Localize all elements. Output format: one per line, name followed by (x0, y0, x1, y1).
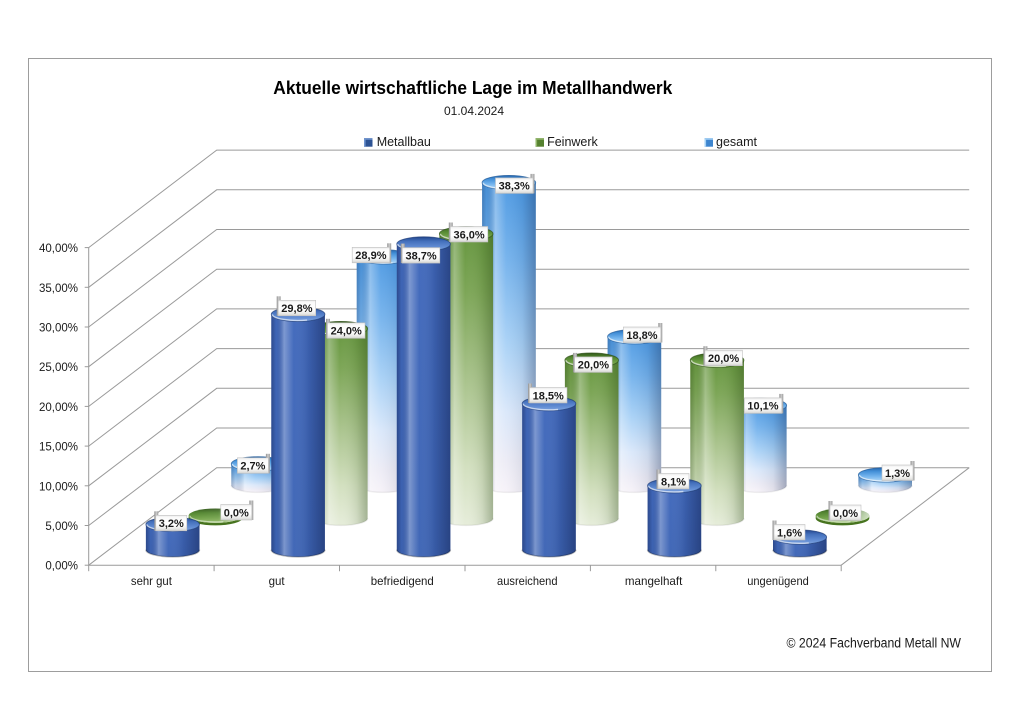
svg-text:1,6%: 1,6% (777, 527, 802, 539)
svg-text:36,0%: 36,0% (453, 229, 484, 241)
svg-text:mangelhaft: mangelhaft (625, 574, 683, 588)
svg-text:01.04.2024: 01.04.2024 (444, 104, 504, 118)
svg-text:28,9%: 28,9% (355, 250, 386, 262)
svg-text:40,00%: 40,00% (39, 243, 78, 255)
svg-text:38,3%: 38,3% (499, 181, 530, 193)
svg-text:gesamt: gesamt (716, 135, 758, 149)
svg-text:18,8%: 18,8% (626, 330, 657, 342)
svg-text:1,3%: 1,3% (885, 468, 910, 480)
svg-text:30,00%: 30,00% (39, 323, 78, 335)
svg-text:20,0%: 20,0% (708, 353, 739, 365)
svg-text:Feinwerk: Feinwerk (547, 135, 598, 149)
svg-text:10,1%: 10,1% (747, 401, 778, 413)
svg-text:0,0%: 0,0% (833, 508, 858, 520)
svg-text:0,0%: 0,0% (224, 507, 249, 519)
svg-text:10,00%: 10,00% (39, 481, 78, 493)
svg-text:5,00%: 5,00% (45, 521, 78, 533)
svg-text:gut: gut (269, 574, 286, 588)
svg-text:20,00%: 20,00% (39, 402, 78, 414)
svg-text:18,5%: 18,5% (533, 390, 564, 402)
svg-text:20,0%: 20,0% (578, 360, 609, 372)
svg-text:ungenügend: ungenügend (747, 574, 809, 588)
svg-text:2,7%: 2,7% (240, 461, 265, 473)
svg-text:© 2024 Fachverband Metall NW: © 2024 Fachverband Metall NW (787, 636, 962, 651)
svg-text:sehr gut: sehr gut (131, 574, 173, 588)
svg-text:24,0%: 24,0% (331, 326, 362, 338)
svg-text:Aktuelle wirtschaftliche Lage: Aktuelle wirtschaftliche Lage im Metallh… (273, 78, 673, 98)
svg-text:25,00%: 25,00% (39, 362, 78, 374)
svg-text:15,00%: 15,00% (39, 442, 78, 454)
svg-text:3,2%: 3,2% (159, 518, 184, 530)
svg-text:29,8%: 29,8% (281, 303, 312, 315)
svg-text:8,1%: 8,1% (661, 476, 686, 488)
svg-text:befriedigend: befriedigend (371, 574, 434, 588)
svg-text:0,00%: 0,00% (45, 561, 78, 573)
svg-text:38,7%: 38,7% (405, 250, 436, 262)
svg-text:Metallbau: Metallbau (377, 135, 431, 149)
svg-text:35,00%: 35,00% (39, 283, 78, 295)
svg-text:ausreichend: ausreichend (497, 574, 558, 588)
